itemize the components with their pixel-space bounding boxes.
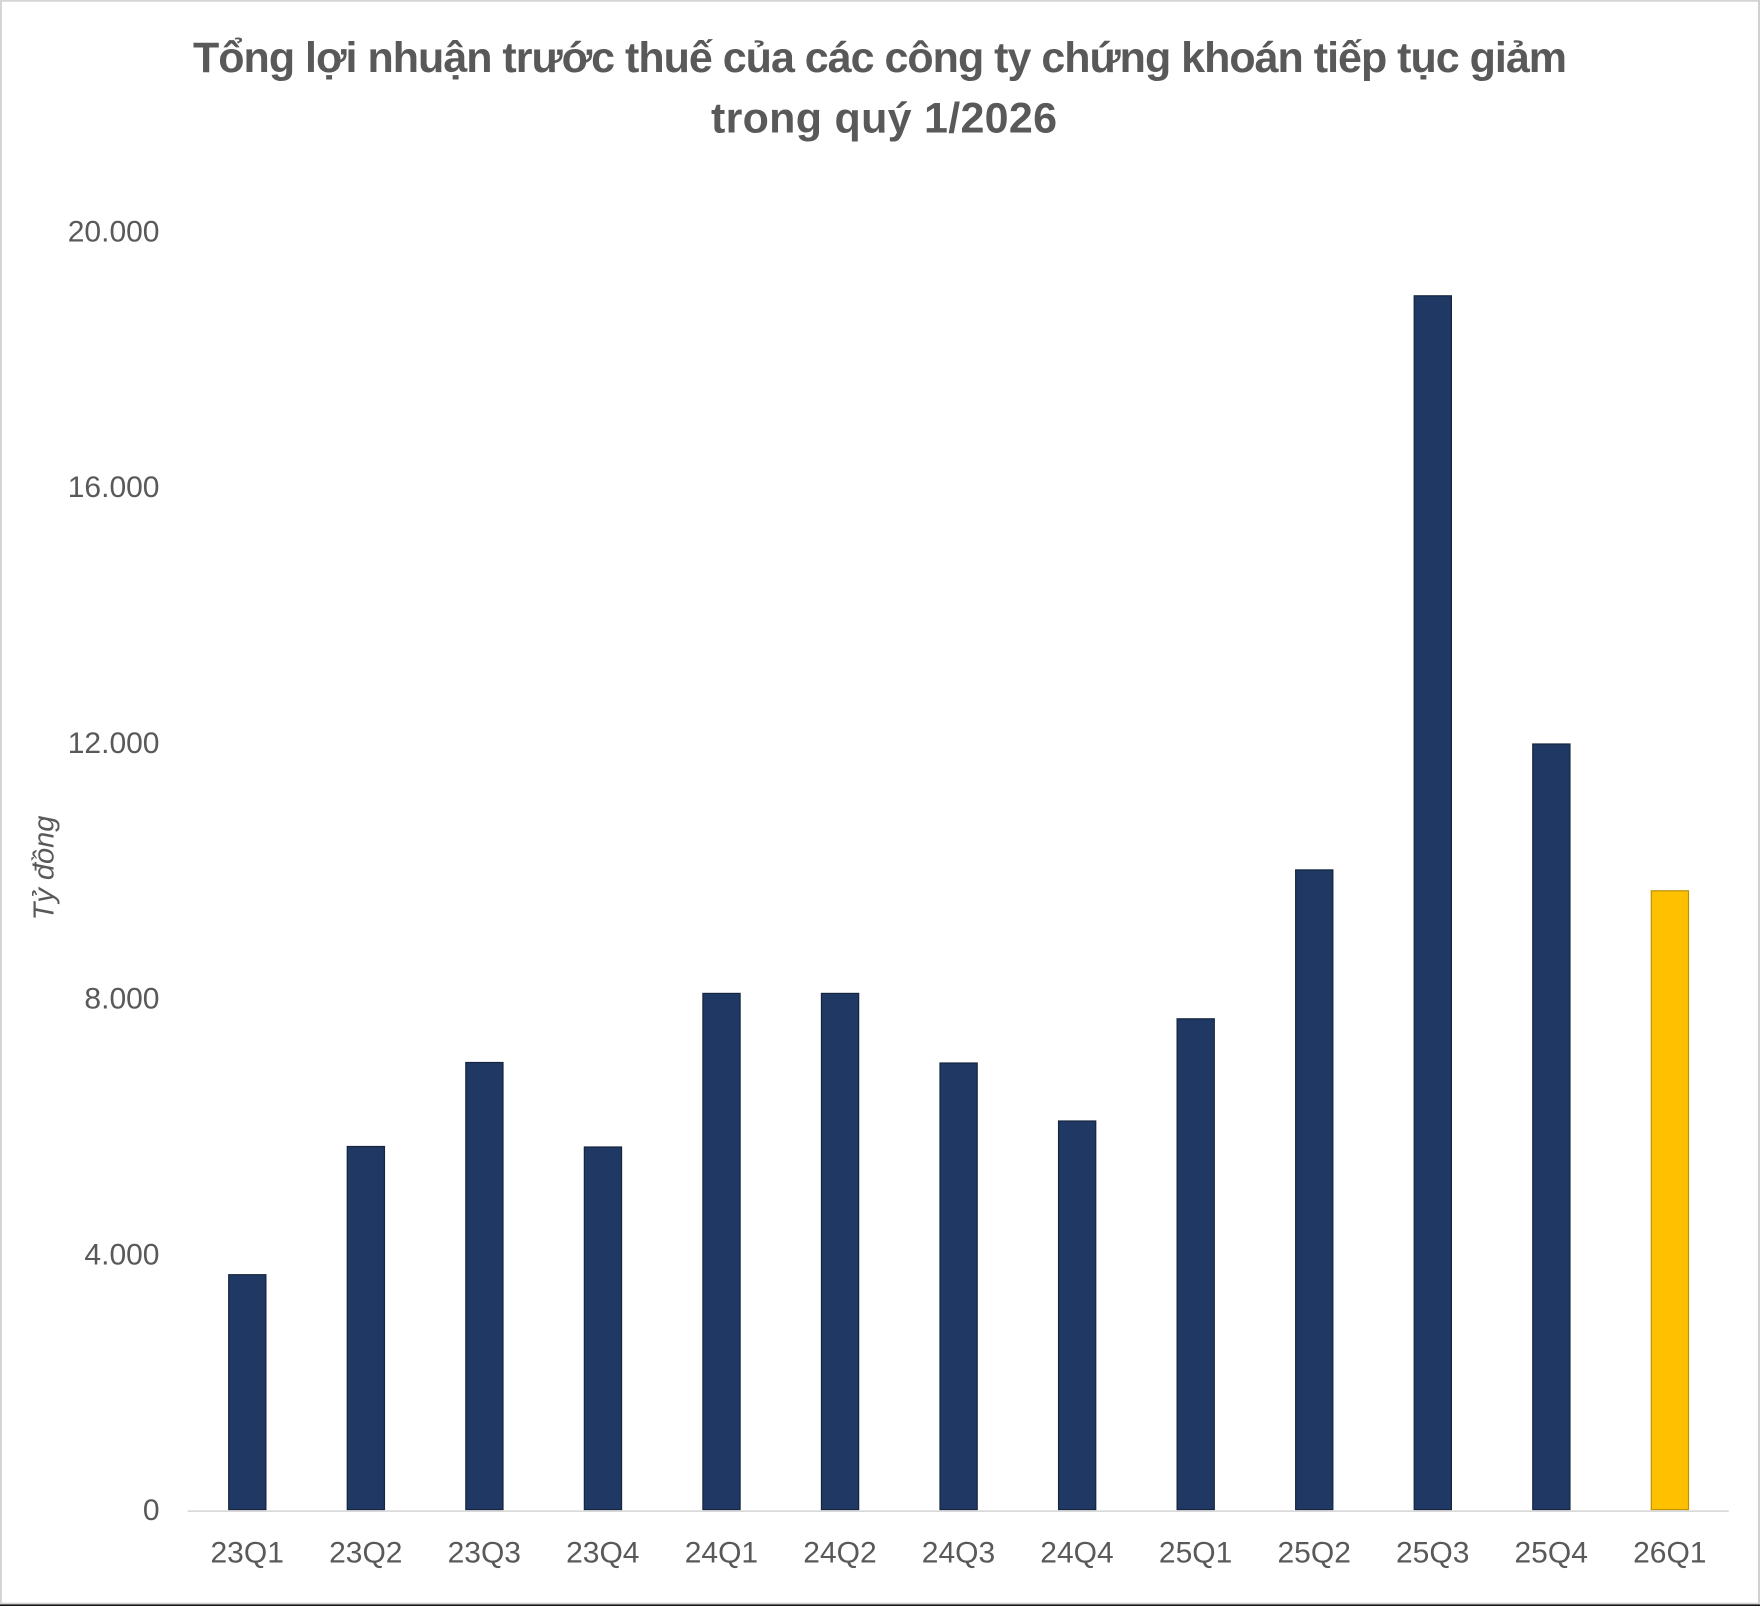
svg-text:0: 0 (143, 1494, 160, 1527)
svg-text:20.000: 20.000 (68, 216, 160, 249)
svg-text:23Q3: 23Q3 (448, 1537, 521, 1570)
svg-text:trong quý 1/2026: trong quý 1/2026 (711, 95, 1057, 143)
svg-text:23Q2: 23Q2 (329, 1537, 402, 1570)
svg-text:12.000: 12.000 (68, 727, 160, 760)
svg-text:25Q1: 25Q1 (1159, 1537, 1232, 1570)
svg-text:Tổng lợi nhuận trước thuế của: Tổng lợi nhuận trước thuế của các công t… (193, 34, 1567, 82)
svg-text:4.000: 4.000 (84, 1238, 159, 1271)
svg-text:24Q2: 24Q2 (803, 1537, 876, 1570)
svg-text:25Q4: 25Q4 (1515, 1537, 1588, 1570)
svg-text:26Q1: 26Q1 (1633, 1537, 1706, 1570)
svg-text:23Q1: 23Q1 (211, 1537, 284, 1570)
svg-text:16.000: 16.000 (68, 471, 160, 504)
svg-text:24Q4: 24Q4 (1040, 1537, 1113, 1570)
svg-text:Tỷ đồng: Tỷ đồng (29, 816, 61, 921)
svg-text:24Q3: 24Q3 (922, 1537, 995, 1570)
svg-text:8.000: 8.000 (84, 983, 159, 1016)
svg-text:25Q2: 25Q2 (1278, 1537, 1351, 1570)
svg-text:25Q3: 25Q3 (1396, 1537, 1469, 1570)
svg-text:23Q4: 23Q4 (566, 1537, 639, 1570)
svg-text:24Q1: 24Q1 (685, 1537, 758, 1570)
